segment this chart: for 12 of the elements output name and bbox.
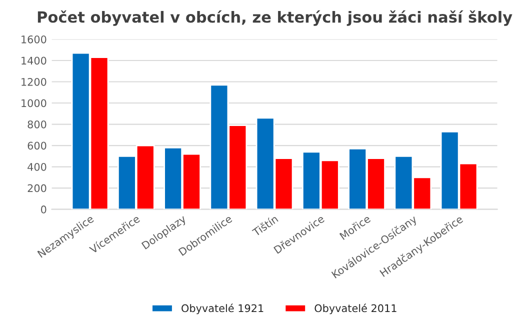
chart-title: Počet obyvatel v obcích, ze kterých jsou žáci naší školy (38, 10, 512, 26)
y-tick-label: 1400 (22, 56, 46, 65)
legend-label: Obyvatelé 2011 (314, 304, 396, 314)
y-tick-label: 0 (41, 206, 46, 214)
y-tick-label: 600 (28, 142, 46, 150)
y-tick-label: 1000 (22, 99, 46, 108)
y-tick-label: 200 (28, 184, 46, 192)
y-tick-label: 1600 (22, 35, 46, 44)
y-tick-label: 1200 (22, 78, 46, 86)
legend-label: Obyvatelé 1921 (182, 304, 264, 314)
y-tick-label: 400 (28, 162, 46, 171)
y-tick-label: 800 (28, 120, 46, 128)
